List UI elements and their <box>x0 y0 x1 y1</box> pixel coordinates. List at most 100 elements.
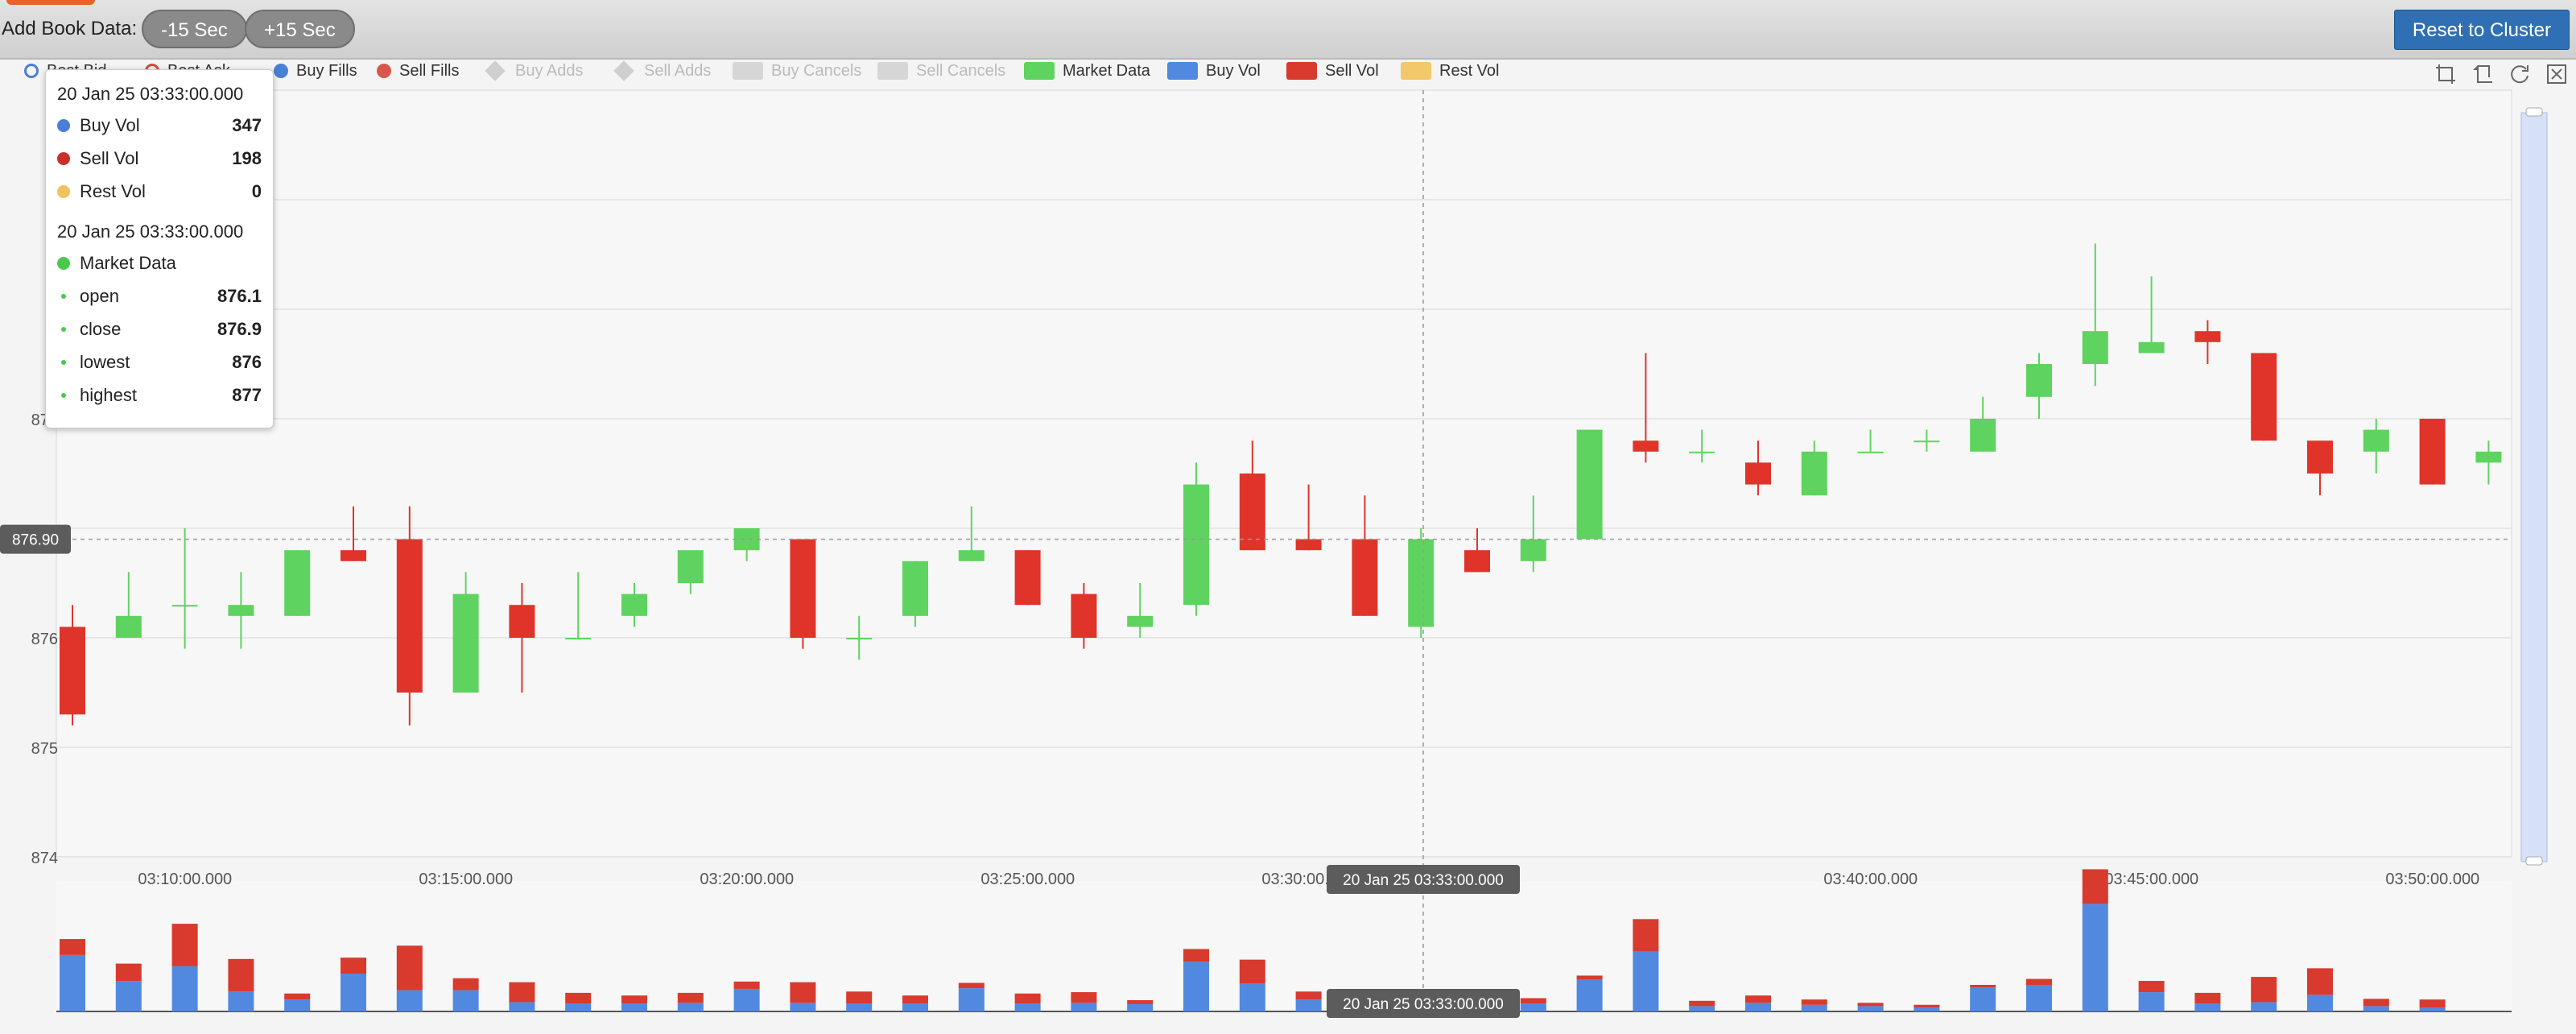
candle-up <box>1801 440 1827 496</box>
candle-body <box>228 605 254 616</box>
sell-volume-bar <box>2138 981 2165 993</box>
x-tick-label: 03:15:00.000 <box>419 871 513 888</box>
restore-icon[interactable] <box>2508 63 2531 85</box>
reset-to-cluster-button[interactable]: Reset to Cluster <box>2393 10 2570 50</box>
zoom-handle-top <box>2525 107 2543 117</box>
buy-volume-bar <box>1576 979 1603 1011</box>
candle-body <box>1970 419 1996 452</box>
buy-volume-bar <box>1970 987 1996 1011</box>
candle-up <box>1913 429 1940 452</box>
legend-rect-icon <box>733 62 763 80</box>
candle-up <box>677 550 704 594</box>
candle-up <box>452 572 479 693</box>
zoom-slider-track <box>2520 112 2548 862</box>
buy-vol-marker <box>57 118 70 132</box>
buy-volume-bar <box>1689 1006 1715 1011</box>
candle-body <box>1913 440 1940 443</box>
candle-down <box>1014 550 1041 606</box>
sell-volume-bar <box>621 995 647 1004</box>
candle-body <box>1633 440 1659 452</box>
candle-up <box>1970 396 1996 452</box>
plus-15-sec-button[interactable]: +15 Sec <box>245 10 355 48</box>
candle-up <box>958 506 985 561</box>
crosshair-time-label: 20 Jan 25 03:33:00.000 <box>1343 996 1504 1013</box>
legend-item-buy-adds[interactable]: Buy Adds <box>483 58 584 84</box>
buy-volume-bar <box>115 981 142 1011</box>
legend-item-rest-vol[interactable]: Rest Vol <box>1401 58 1499 84</box>
candle-down <box>60 605 85 726</box>
price-volume-chart[interactable]: 87487587687803:10:00.00003:15:00.00003:2… <box>0 84 2576 1034</box>
legend-item-sell-cancels[interactable]: Sell Cancels <box>877 58 1005 84</box>
x-tick-label: 03:20:00.000 <box>700 871 794 888</box>
y-tick-label: 875 <box>31 740 58 758</box>
candle-body <box>2082 331 2108 364</box>
sell-volume-bar <box>1801 999 1827 1005</box>
sell-volume-bar <box>733 981 760 989</box>
legend-label: Sell Vol <box>1325 61 1379 80</box>
candle-body <box>1408 539 1435 627</box>
legend-item-sell-vol[interactable]: Sell Vol <box>1286 58 1379 84</box>
buy-volume-bar <box>228 991 254 1011</box>
buy-volume-bar <box>902 1003 928 1011</box>
buy-volume-bar <box>2251 1002 2277 1011</box>
crosshair-time-label: 20 Jan 25 03:33:00.000 <box>1343 872 1504 889</box>
candle-body <box>60 627 85 715</box>
buy-volume-bar <box>2026 985 2052 1011</box>
tooltip-lowest-label: lowest <box>80 351 130 372</box>
buy-volume-bar <box>2082 904 2108 1011</box>
zoom-reset-icon[interactable] <box>2471 63 2494 85</box>
tooltip-close-label: close <box>80 318 122 339</box>
legend-item-buy-cancels[interactable]: Buy Cancels <box>733 58 861 84</box>
legend-circle-icon <box>24 64 39 78</box>
tooltip-sell-vol-row: Sell Vol 198 <box>57 142 262 175</box>
tooltip-buy-vol-value: 347 <box>232 114 262 135</box>
tooltip-sell-vol-label: Sell Vol <box>80 147 139 168</box>
toolbar: Add Book Data: -15 Sec +15 Sec Reset to … <box>0 0 2576 60</box>
sell-volume-bar <box>1745 995 1771 1003</box>
sell-volume-bar <box>677 992 704 1003</box>
buy-volume-bar <box>621 1003 647 1011</box>
sell-volume-bar <box>958 982 985 989</box>
data-zoom-slider[interactable] <box>2520 107 2548 866</box>
sell-volume-bar <box>2082 869 2108 904</box>
candle-up <box>2363 419 2389 474</box>
tooltip-rest-vol-row: Rest Vol 0 <box>57 175 262 208</box>
sell-volume-bar <box>1127 999 1154 1004</box>
crosshair-price-box <box>0 524 71 554</box>
legend-item-market-data[interactable]: Market Data <box>1024 58 1150 84</box>
sell-volume-bar <box>1970 985 1996 988</box>
x-tick-label: 03:10:00.000 <box>138 871 232 888</box>
candle-body <box>2194 331 2221 342</box>
buy-volume-bar <box>341 973 366 1011</box>
candle-body <box>1576 429 1603 540</box>
buy-volume-bar <box>846 1003 873 1011</box>
sell-volume-bar <box>1239 959 1265 984</box>
x-tick-label: 03:40:00.000 <box>1823 871 1918 888</box>
candle-up <box>1520 495 1546 573</box>
candle-body <box>790 539 816 638</box>
x-tick-label: 03:50:00.000 <box>2385 871 2479 888</box>
candle-up <box>2082 243 2108 387</box>
legend-item-buy-fills[interactable]: Buy Fills <box>274 58 357 84</box>
candle-up <box>846 615 873 660</box>
market-data-marker <box>57 256 70 270</box>
tooltip-highest-row: highest 877 <box>57 378 262 412</box>
buy-volume-bar <box>677 1003 704 1011</box>
sell-volume-bar <box>171 924 198 966</box>
buy-volume-bar <box>1071 1003 1097 1011</box>
candle-up <box>2138 276 2165 354</box>
candle-down <box>1239 440 1265 551</box>
candle-up <box>902 560 928 627</box>
sell-volume-bar <box>2251 977 2277 1003</box>
tooltip-market-data-row: Market Data <box>57 246 262 279</box>
candle-up <box>1127 583 1154 638</box>
candle-down <box>341 506 366 561</box>
legend-item-sell-adds[interactable]: Sell Adds <box>612 58 711 84</box>
zoom-handle-bottom <box>2525 856 2543 866</box>
save-image-icon[interactable] <box>2545 63 2568 85</box>
zoom-icon[interactable] <box>2434 63 2457 85</box>
minus-15-sec-button[interactable]: -15 Sec <box>142 10 247 48</box>
tooltip-close-value: 876.9 <box>217 318 262 339</box>
legend-item-buy-vol[interactable]: Buy Vol <box>1167 58 1261 84</box>
legend-item-sell-fills[interactable]: Sell Fills <box>377 58 459 84</box>
